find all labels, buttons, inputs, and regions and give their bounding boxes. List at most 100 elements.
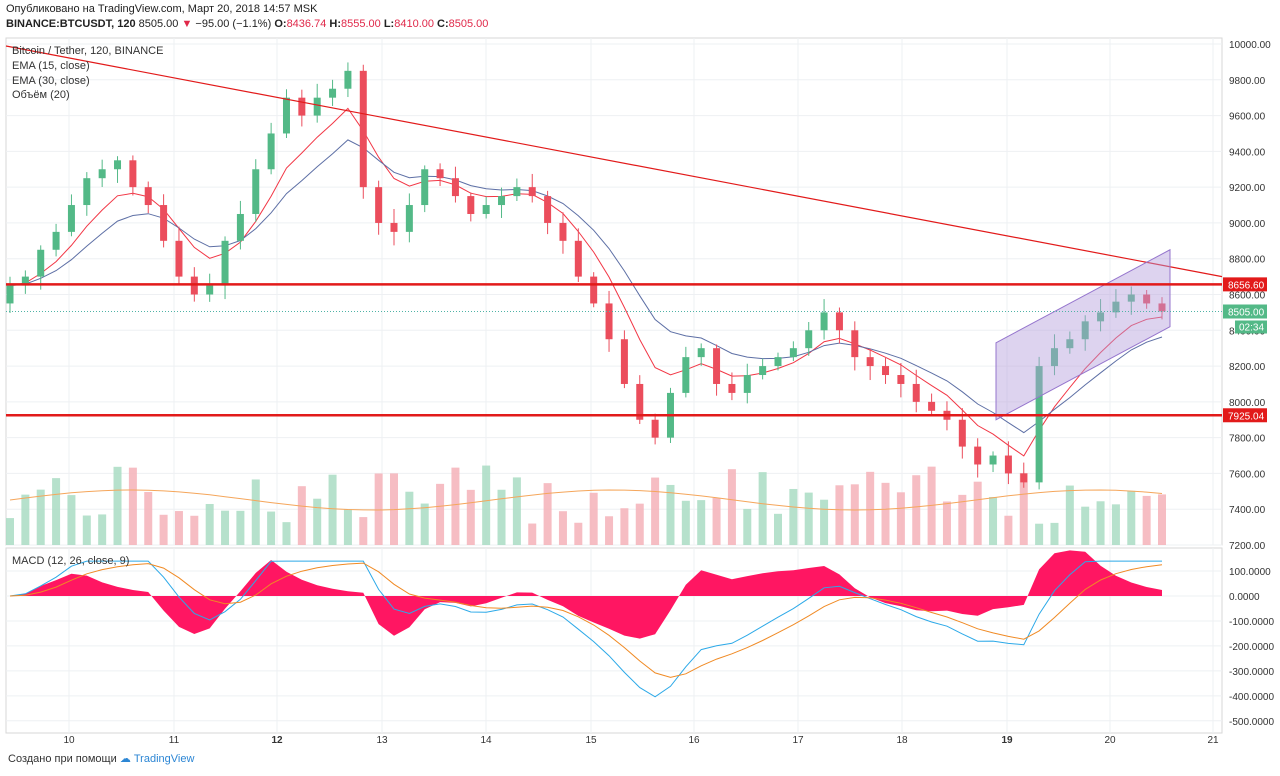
volume-bar <box>128 467 137 545</box>
close-value: 8505.00 <box>448 18 489 30</box>
volume-bar <box>651 477 660 545</box>
macd-tick-label: -300.0000 <box>1229 667 1274 678</box>
candle-body <box>6 285 14 304</box>
candle-body <box>974 446 982 465</box>
candle-body <box>682 357 690 393</box>
published-line: Опубликовано на TradingView.com, Март 20… <box>6 3 318 15</box>
candle-body <box>651 419 659 438</box>
volume-bar <box>774 513 782 545</box>
candle-body <box>298 97 306 116</box>
volume-bar <box>436 483 445 545</box>
candle-body <box>1050 348 1058 367</box>
footer-created: Создано при помощи <box>8 753 117 765</box>
volume-bar <box>98 514 107 545</box>
volume-bar <box>52 478 61 545</box>
volume-bar <box>82 515 91 545</box>
candle-body <box>590 276 598 304</box>
candle-body <box>697 348 705 358</box>
y-tick-label: 8000.00 <box>1229 398 1266 409</box>
ema15-line <box>9 107 1163 457</box>
volume-bar <box>743 508 752 545</box>
volume-bar <box>1111 504 1120 545</box>
macd-tick-label: 100.0000 <box>1229 567 1271 578</box>
macd-tick-label: -100.0000 <box>1229 617 1274 628</box>
volume-bar <box>881 482 890 545</box>
candle-body <box>221 240 229 286</box>
candle-body <box>1020 473 1028 483</box>
candle-body <box>805 330 813 349</box>
y-tick-label: 9000.00 <box>1229 219 1266 230</box>
x-tick-label: 13 <box>376 735 388 746</box>
y-tick-label: 9200.00 <box>1229 183 1266 194</box>
volume-bar <box>159 514 168 545</box>
legend-title: Bitcoin / Tether, 120, BINANCE <box>12 45 163 57</box>
candle-body <box>421 169 429 206</box>
volume-bar <box>482 465 491 545</box>
macd-label: MACD (12, 26, close, 9) <box>12 555 129 567</box>
volume-bar <box>1019 472 1028 545</box>
candle-body <box>405 205 413 232</box>
candle-body <box>1097 312 1105 322</box>
macd-tick-label: 0.0000 <box>1229 592 1260 603</box>
symbol: BINANCE:BTCUSDT, 120 <box>6 18 136 30</box>
volume-bar <box>6 518 14 545</box>
high-value: 8555.00 <box>341 18 381 30</box>
x-tick-label: 15 <box>585 735 597 746</box>
volume-bar <box>36 489 45 545</box>
volume-bar <box>620 508 629 545</box>
volume-bar <box>328 474 337 545</box>
x-tick-label: 18 <box>896 735 908 746</box>
candle-body <box>513 187 521 197</box>
volume-bar <box>866 471 875 545</box>
candle-body <box>344 70 352 89</box>
timer-tag <box>1235 320 1267 334</box>
footer: Создано при помощи ☁ TradingView <box>8 752 194 765</box>
volume-bar <box>820 499 829 545</box>
candle-body <box>482 205 490 214</box>
y-tick-label: 8600.00 <box>1229 291 1266 302</box>
candle-body <box>759 366 767 376</box>
volume-bar <box>697 500 706 545</box>
volume-bar <box>267 511 276 545</box>
x-tick-label: 10 <box>63 735 75 746</box>
level-price-text: 7925.04 <box>1228 411 1265 422</box>
macd-histogram <box>10 550 1162 639</box>
volume-bar <box>528 523 537 545</box>
candle-body <box>1127 294 1135 302</box>
volume-bar <box>1050 522 1059 545</box>
candle-body <box>1066 339 1074 349</box>
candle-body <box>98 169 106 179</box>
price-change: −95.00 (−1.1%) <box>195 18 272 30</box>
candle-body <box>282 97 290 134</box>
x-tick-label: 19 <box>1001 735 1013 746</box>
footer-brand[interactable]: TradingView <box>133 753 195 765</box>
volume-bar <box>543 483 552 545</box>
volume-bar <box>681 500 690 545</box>
open-label: O: <box>274 18 287 30</box>
candle-body <box>1004 455 1012 474</box>
candle-body <box>928 401 936 411</box>
y-tick-label: 7200.00 <box>1229 541 1266 552</box>
volume-bar <box>1142 495 1151 545</box>
ema30-line <box>9 139 1163 434</box>
volume-bar <box>1004 515 1013 545</box>
volume-bar <box>205 503 214 545</box>
y-tick-label: 10000.00 <box>1229 40 1271 51</box>
volume-bar <box>1158 494 1166 545</box>
candle-body <box>21 276 29 286</box>
candle-body <box>666 392 674 438</box>
ohlc-line: BINANCE:BTCUSDT, 120 8505.00 ▼ −95.00 (−… <box>6 18 488 30</box>
trend-line <box>5 45 1223 278</box>
volume-bar <box>190 515 199 545</box>
candle-body <box>544 196 552 223</box>
volume-bar <box>1127 490 1136 545</box>
volume-bar <box>512 477 521 545</box>
volume-bar <box>727 469 736 545</box>
legend-ema15: EMA (15, close) <box>12 60 90 72</box>
volume-bar <box>989 496 998 545</box>
volume-bar <box>343 509 352 545</box>
volume-bar <box>466 489 475 545</box>
volume-bar <box>712 497 721 545</box>
macd-tick-label: -200.0000 <box>1229 642 1274 653</box>
